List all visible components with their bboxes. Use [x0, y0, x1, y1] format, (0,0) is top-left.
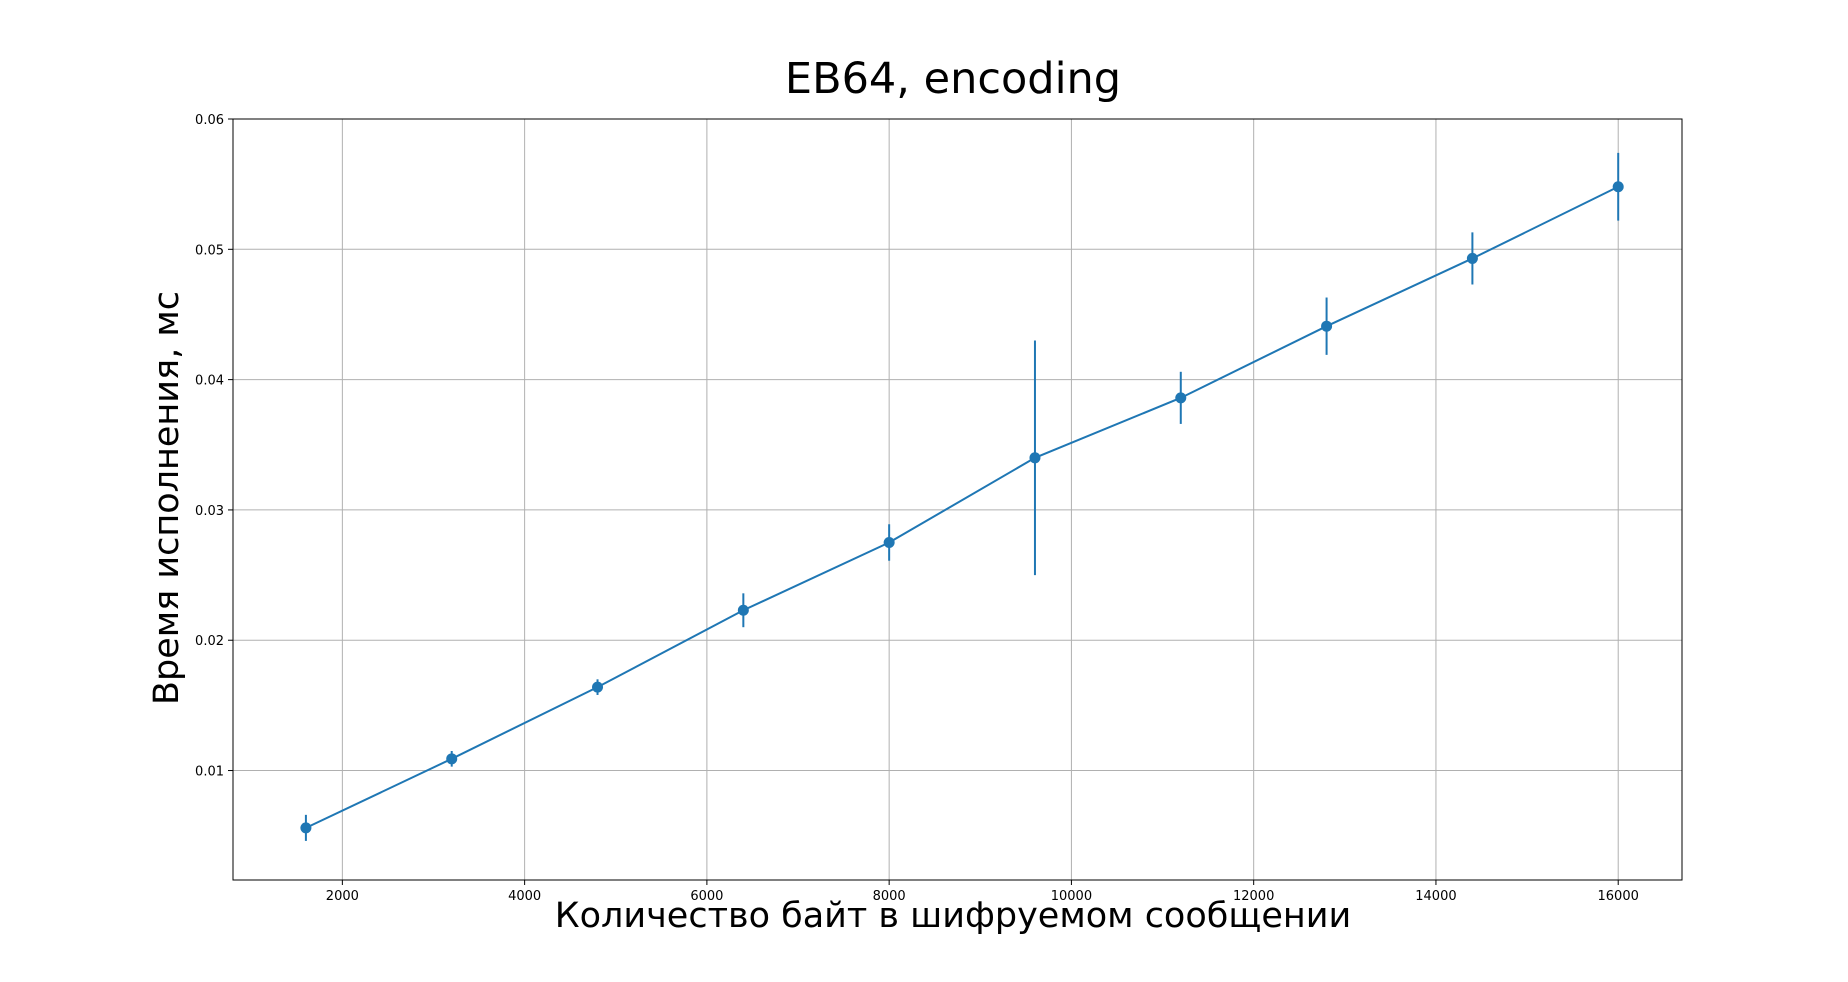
y-axis-label: Время исполнения, мс	[147, 291, 187, 705]
data-point	[1029, 452, 1041, 464]
y-tick-label: 0.06	[195, 113, 224, 128]
x-tick-label: 16000	[1598, 889, 1639, 904]
x-tick-label: 10000	[1051, 889, 1092, 904]
x-tick-label: 12000	[1233, 889, 1274, 904]
series-line	[305, 185, 1619, 829]
data-point	[1466, 252, 1478, 264]
data-point	[1612, 181, 1624, 193]
y-tick-label: 0.02	[195, 634, 224, 649]
x-tick-label: 8000	[873, 889, 906, 904]
x-tick-label: 14000	[1415, 889, 1456, 904]
data-point	[737, 604, 749, 616]
chart-title: EB64, encoding	[785, 54, 1121, 104]
data-point	[1175, 392, 1187, 404]
x-axis-label: Количество байт в шифруемом сообщении	[555, 896, 1351, 936]
x-tick-label: 4000	[508, 889, 541, 904]
y-tick-label: 0.05	[195, 243, 224, 258]
y-tick-label: 0.01	[195, 765, 224, 780]
y-tick-label: 0.03	[195, 504, 224, 519]
tick-layer: 2000 4000 6000 8000 10000 12000 14000 16000 0.01…	[195, 113, 1639, 904]
x-tick-label: 2000	[326, 889, 359, 904]
data-point	[883, 537, 895, 549]
data-point	[1321, 320, 1333, 332]
data-layer	[300, 152, 1624, 841]
data-point	[592, 681, 604, 693]
grid-layer	[233, 118, 1682, 880]
y-tick-label: 0.04	[195, 374, 224, 389]
x-tick-label: 6000	[690, 889, 723, 904]
data-point	[300, 822, 312, 834]
plot-area-frame	[232, 118, 1683, 881]
data-point	[446, 753, 458, 765]
